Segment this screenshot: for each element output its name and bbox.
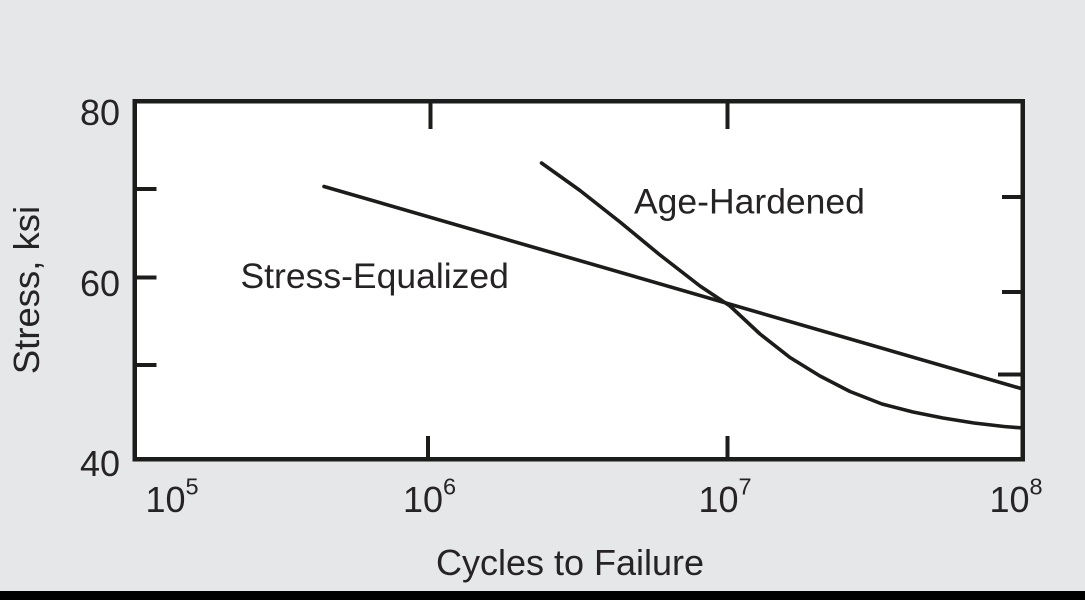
svg-text:80: 80 xyxy=(80,92,120,133)
svg-text:108: 108 xyxy=(989,474,1042,521)
svg-text:40: 40 xyxy=(80,443,120,484)
svg-text:60: 60 xyxy=(80,263,120,304)
svg-text:Stress-Equalized: Stress-Equalized xyxy=(241,256,509,296)
svg-text:Cycles to Failure: Cycles to Failure xyxy=(436,542,704,583)
svg-text:Stress, ksi: Stress, ksi xyxy=(6,206,47,374)
svg-text:Age-Hardened: Age-Hardened xyxy=(634,182,865,222)
